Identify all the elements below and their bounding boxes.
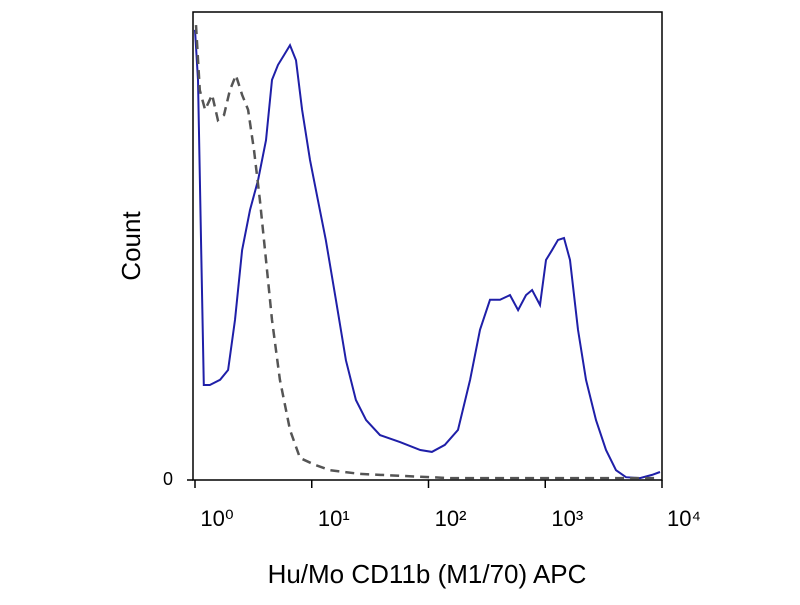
x-axis-label: Hu/Mo CD11b (M1/70) APC [268, 559, 587, 589]
x-tick-label: 10⁰ [200, 506, 233, 531]
x-tick-label: 10³ [551, 506, 583, 531]
plot-frame [192, 11, 663, 481]
histogram-line [194, 25, 660, 480]
x-tick-label: 10¹ [318, 506, 350, 531]
x-tick-label: 10² [435, 506, 467, 531]
x-tick-label: 10⁴ [667, 506, 701, 531]
y-tick-label: 0 [163, 469, 173, 489]
y-axis-label: Count [116, 211, 146, 281]
histogram-line [194, 29, 661, 480]
